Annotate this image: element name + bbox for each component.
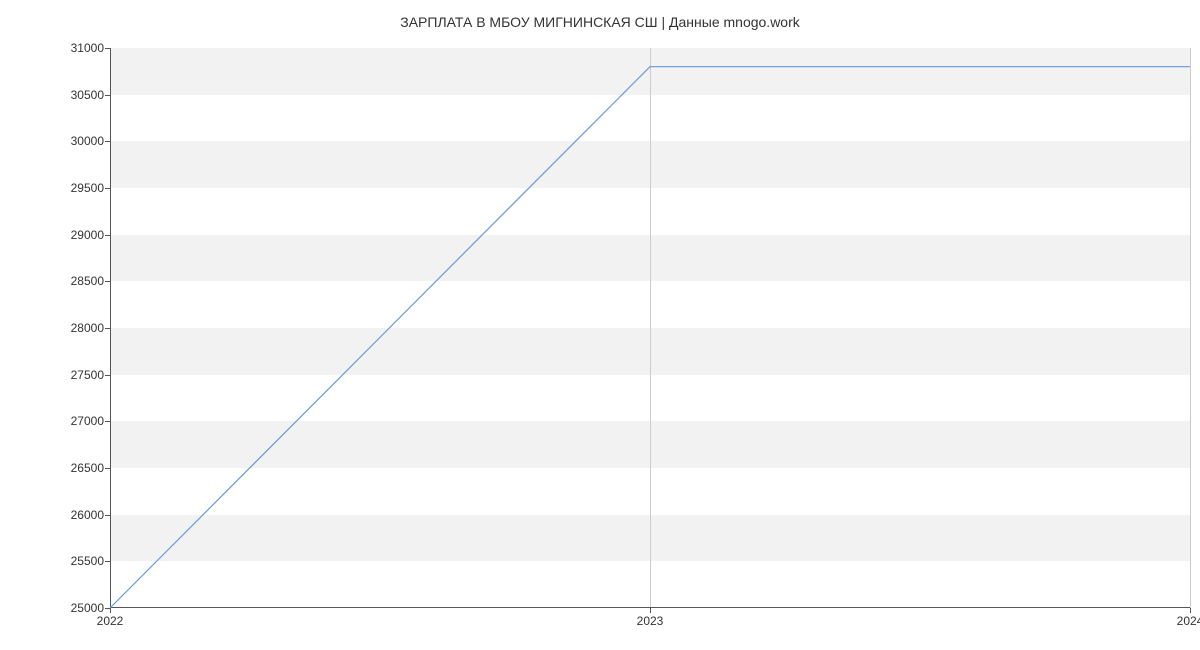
y-tick-label: 25500 bbox=[44, 554, 104, 568]
y-tick-label: 25000 bbox=[44, 601, 104, 615]
x-tick-mark bbox=[110, 608, 111, 613]
x-tick-mark bbox=[650, 608, 651, 613]
y-tick-label: 30500 bbox=[44, 88, 104, 102]
y-tick-label: 28000 bbox=[44, 321, 104, 335]
plot-area: 2500025500260002650027000275002800028500… bbox=[110, 48, 1190, 608]
x-tick-label: 2024 bbox=[1177, 614, 1200, 628]
x-gridline bbox=[1190, 48, 1191, 608]
y-tick-label: 29500 bbox=[44, 181, 104, 195]
y-tick-label: 30000 bbox=[44, 134, 104, 148]
y-tick-mark bbox=[105, 141, 110, 142]
y-tick-mark bbox=[105, 235, 110, 236]
series-line bbox=[110, 67, 1190, 608]
x-tick-mark bbox=[1190, 608, 1191, 613]
y-tick-mark bbox=[105, 95, 110, 96]
y-tick-mark bbox=[105, 375, 110, 376]
y-tick-label: 26500 bbox=[44, 461, 104, 475]
y-tick-mark bbox=[105, 421, 110, 422]
y-tick-mark bbox=[105, 188, 110, 189]
y-tick-mark bbox=[105, 561, 110, 562]
y-tick-label: 26000 bbox=[44, 508, 104, 522]
chart-title: ЗАРПЛАТА В МБОУ МИГНИНСКАЯ СШ | Данные m… bbox=[0, 0, 1200, 30]
y-tick-mark bbox=[105, 468, 110, 469]
y-tick-label: 27500 bbox=[44, 368, 104, 382]
x-tick-label: 2023 bbox=[637, 614, 664, 628]
y-tick-mark bbox=[105, 281, 110, 282]
line-series bbox=[110, 48, 1190, 608]
x-tick-label: 2022 bbox=[97, 614, 124, 628]
y-tick-label: 28500 bbox=[44, 274, 104, 288]
y-tick-mark bbox=[105, 48, 110, 49]
y-tick-label: 27000 bbox=[44, 414, 104, 428]
y-tick-label: 29000 bbox=[44, 228, 104, 242]
y-tick-mark bbox=[105, 328, 110, 329]
y-tick-label: 31000 bbox=[44, 41, 104, 55]
y-tick-mark bbox=[105, 515, 110, 516]
